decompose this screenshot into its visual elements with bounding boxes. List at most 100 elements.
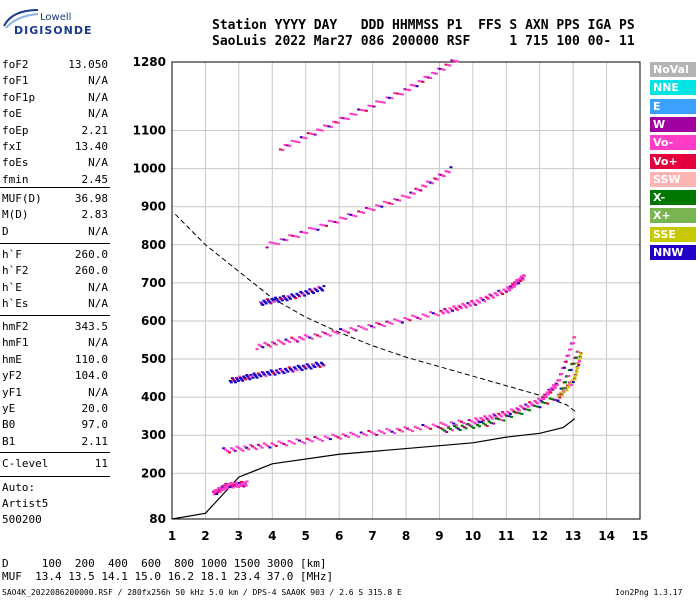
trace-point <box>294 339 298 342</box>
trace-point <box>331 433 335 436</box>
trace-point <box>256 372 260 375</box>
trace-point <box>416 427 420 430</box>
trace-point <box>432 177 436 180</box>
trace-point <box>257 343 261 346</box>
trace-point <box>287 366 291 369</box>
trace-point <box>341 433 345 436</box>
trace-point <box>354 113 358 116</box>
trace-point <box>272 342 276 345</box>
trace-point <box>304 137 308 140</box>
trace-point <box>282 295 286 298</box>
trace-point <box>308 288 312 291</box>
trace-point <box>214 491 218 494</box>
trace-point <box>382 432 386 435</box>
trace-point <box>492 422 496 425</box>
trace-point <box>424 314 427 317</box>
trace-point <box>281 148 285 151</box>
trace-point <box>216 491 220 494</box>
trace-point <box>354 329 358 332</box>
trace-point <box>452 305 456 308</box>
y-tick-label: 600 <box>141 314 166 328</box>
trace-point <box>357 108 361 111</box>
trace-point <box>370 325 373 328</box>
trace-point <box>388 321 391 324</box>
trace-point <box>330 220 334 223</box>
trace-point <box>468 424 472 427</box>
trace-point <box>418 428 422 431</box>
trace-point <box>244 378 248 381</box>
trace-point <box>260 446 264 449</box>
trace-point <box>228 379 232 382</box>
trace-point <box>439 427 443 430</box>
trace-point <box>222 484 226 487</box>
trace-point <box>516 281 520 284</box>
trace-point <box>220 484 224 487</box>
trace-point <box>578 360 582 363</box>
trace-point <box>505 414 508 417</box>
trace-point <box>413 425 417 428</box>
trace-point <box>364 328 368 331</box>
trace-point <box>265 343 269 346</box>
panel-divider <box>0 243 110 244</box>
trace-point <box>571 342 575 345</box>
trace-point <box>357 435 361 438</box>
trace-point <box>357 210 361 213</box>
trace-point <box>390 322 394 325</box>
trace-point <box>284 297 288 300</box>
y-tick-label: 800 <box>141 238 166 252</box>
y-tick-label: 80 <box>149 512 166 526</box>
trace-point <box>275 298 279 301</box>
x-tick-label: 3 <box>235 529 243 543</box>
trace-point <box>227 484 231 487</box>
trace-point <box>308 336 312 339</box>
trace-point <box>316 228 320 231</box>
trace-point <box>442 68 446 71</box>
trace-point <box>268 300 272 303</box>
param-row: yE 20.0 <box>2 402 108 416</box>
trace-point <box>483 423 487 426</box>
legend-item-vo: Vo+ <box>650 153 696 169</box>
legend-item-w: W <box>650 116 696 132</box>
trace-point <box>260 371 264 374</box>
trace-point <box>269 345 273 348</box>
trace-point <box>276 339 280 342</box>
trace-point <box>230 485 234 488</box>
y-tick-label: 1000 <box>133 162 166 176</box>
trace-point <box>521 277 525 280</box>
trace-point <box>528 409 532 412</box>
trace-point <box>474 417 478 420</box>
trace-point <box>240 378 244 381</box>
trace-point <box>278 296 282 299</box>
trace-point <box>445 310 449 313</box>
trace-point <box>469 304 472 307</box>
param-value: 343.5 <box>74 320 108 333</box>
trace-point <box>282 372 286 375</box>
trace-point <box>316 437 319 440</box>
trace-point <box>290 139 294 142</box>
trace-point <box>277 440 281 443</box>
trace-point <box>421 313 425 316</box>
trace-point <box>436 426 440 429</box>
trace-point <box>467 303 471 306</box>
trace-point <box>301 338 305 341</box>
trace-point <box>364 434 368 437</box>
trace-point <box>479 296 483 299</box>
trace-point <box>277 372 281 375</box>
trace-point <box>520 412 524 415</box>
trace-point <box>232 482 236 485</box>
trace-point <box>475 418 479 421</box>
trace-point <box>449 166 453 169</box>
trace-point <box>318 438 322 441</box>
trace-point <box>265 370 269 373</box>
trace-point <box>322 364 326 367</box>
trace-point <box>295 140 299 143</box>
trace-point <box>367 324 371 327</box>
trace-point <box>299 136 303 139</box>
trace-point <box>359 108 363 111</box>
trace-point <box>441 428 445 431</box>
param-name: M(D) <box>2 208 29 222</box>
param-value: N/A <box>88 107 108 121</box>
trace-point <box>220 489 224 492</box>
trace-point <box>359 326 363 329</box>
trace-point <box>291 370 295 373</box>
